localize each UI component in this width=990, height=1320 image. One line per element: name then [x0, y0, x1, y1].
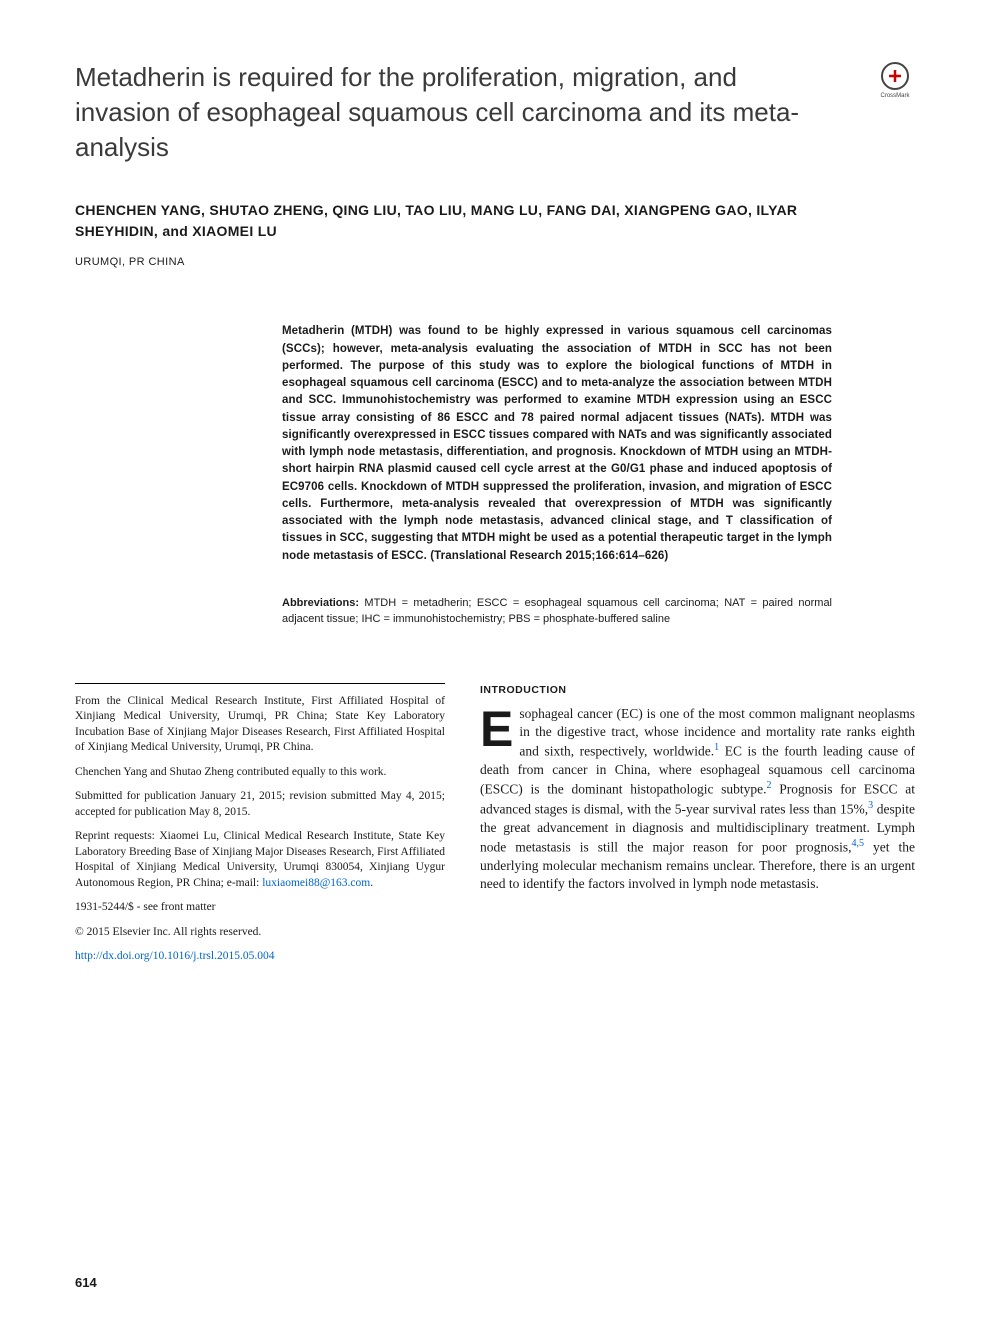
abstract-block: Metadherin (MTDH) was found to be highly…	[282, 323, 832, 565]
abbreviations-block: Abbreviations: MTDH = metadherin; ESCC =…	[282, 595, 832, 628]
affiliation-column: From the Clinical Medical Research Insti…	[75, 683, 445, 974]
crossmark-icon[interactable]: CrossMark	[875, 60, 915, 100]
affil-doi: http://dx.doi.org/10.1016/j.trsl.2015.05…	[75, 949, 445, 965]
citation-ref-45[interactable]: 4,5	[852, 838, 865, 849]
svg-text:CrossMark: CrossMark	[880, 93, 910, 99]
introduction-column: INTRODUCTION Esophageal cancer (EC) is o…	[480, 683, 915, 974]
abbreviations-label: Abbreviations:	[282, 597, 359, 609]
divider-line	[75, 683, 445, 684]
affil-from: From the Clinical Medical Research Insti…	[75, 694, 445, 756]
lower-columns: From the Clinical Medical Research Insti…	[75, 683, 915, 974]
introduction-paragraph: Esophageal cancer (EC) is one of the mos…	[480, 705, 915, 893]
doi-link[interactable]: http://dx.doi.org/10.1016/j.trsl.2015.05…	[75, 950, 274, 962]
title-block: Metadherin is required for the prolifera…	[75, 60, 915, 165]
author-email-link[interactable]: luxiaomei88@163.com	[262, 877, 370, 889]
introduction-heading: INTRODUCTION	[480, 683, 915, 697]
affil-issn: 1931-5244/$ - see front matter	[75, 900, 445, 916]
reprint-end: .	[370, 877, 373, 889]
authors-list: CHENCHEN YANG, SHUTAO ZHENG, QING LIU, T…	[75, 200, 815, 242]
dropcap-letter: E	[480, 705, 519, 751]
article-title: Metadherin is required for the prolifera…	[75, 60, 815, 165]
affil-submitted: Submitted for publication January 21, 20…	[75, 789, 445, 820]
affil-reprint: Reprint requests: Xiaomei Lu, Clinical M…	[75, 829, 445, 891]
abbreviations-text: MTDH = metadherin; ESCC = esophageal squ…	[282, 597, 832, 626]
affil-equal: Chenchen Yang and Shutao Zheng contribut…	[75, 765, 445, 781]
page-number: 614	[75, 1275, 97, 1290]
affiliation-city: URUMQI, PR CHINA	[75, 256, 915, 268]
affil-copyright: © 2015 Elsevier Inc. All rights reserved…	[75, 925, 445, 941]
abstract-text: Metadherin (MTDH) was found to be highly…	[282, 323, 832, 565]
reprint-text: Reprint requests: Xiaomei Lu, Clinical M…	[75, 830, 445, 889]
